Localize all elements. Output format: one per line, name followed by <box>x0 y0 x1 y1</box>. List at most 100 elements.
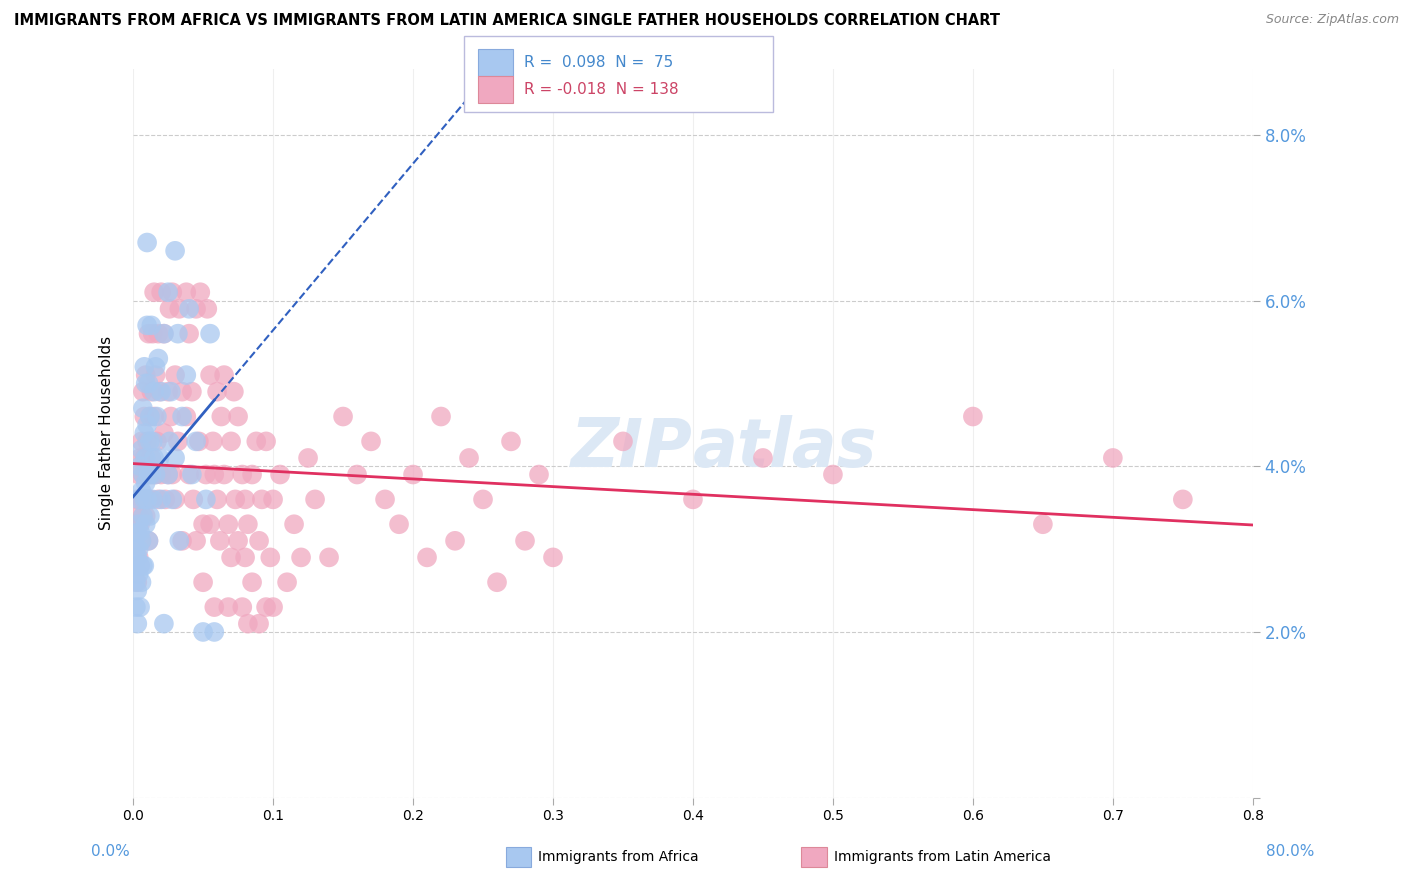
Point <box>127 525 149 540</box>
Point <box>219 434 242 449</box>
Point <box>132 401 155 416</box>
Point <box>139 508 162 523</box>
Point <box>485 575 508 590</box>
Point <box>125 575 148 590</box>
Point <box>143 384 166 399</box>
Point <box>821 467 844 482</box>
Point <box>198 517 221 532</box>
Point <box>231 467 253 482</box>
Point <box>127 575 149 590</box>
Point <box>250 492 273 507</box>
Point <box>134 426 156 441</box>
Point <box>172 409 194 424</box>
Point <box>153 426 176 441</box>
Point <box>125 517 148 532</box>
Point <box>146 434 169 449</box>
Point <box>458 450 481 465</box>
Point <box>231 600 253 615</box>
Point <box>222 384 245 399</box>
Point <box>150 492 173 507</box>
Point <box>184 301 207 316</box>
Point <box>131 575 153 590</box>
Point <box>129 525 152 540</box>
Point <box>191 624 214 639</box>
Point <box>131 533 153 548</box>
Point <box>142 434 165 449</box>
Point <box>240 575 263 590</box>
Point <box>134 409 156 424</box>
Point <box>125 542 148 557</box>
Point <box>153 326 176 341</box>
Point <box>290 550 312 565</box>
Point <box>150 467 173 482</box>
Point <box>131 484 153 499</box>
Point <box>177 301 200 316</box>
Point <box>134 359 156 374</box>
Point <box>153 616 176 631</box>
Point <box>194 467 217 482</box>
Point <box>527 467 550 482</box>
Point <box>138 376 160 391</box>
Point <box>254 434 277 449</box>
Point <box>269 467 291 482</box>
Point <box>157 384 180 399</box>
Point <box>176 368 198 383</box>
Point <box>135 450 157 465</box>
Point <box>131 442 153 457</box>
Point <box>142 467 165 482</box>
Point <box>162 492 184 507</box>
Point <box>128 550 150 565</box>
Point <box>132 508 155 523</box>
Point <box>129 517 152 532</box>
Point <box>132 384 155 399</box>
Point <box>752 450 775 465</box>
Point <box>165 492 187 507</box>
Point <box>198 368 221 383</box>
Point <box>304 492 326 507</box>
Point <box>1171 492 1194 507</box>
Point <box>262 492 284 507</box>
Point <box>1102 450 1125 465</box>
Point <box>138 533 160 548</box>
Point <box>388 517 411 532</box>
Point <box>172 533 194 548</box>
Point <box>245 434 267 449</box>
Point <box>157 467 180 482</box>
Point <box>143 285 166 300</box>
Point <box>141 384 163 399</box>
Point <box>318 550 340 565</box>
Point <box>276 575 298 590</box>
Point <box>165 368 187 383</box>
Point <box>127 583 149 598</box>
Point <box>125 600 148 615</box>
Point <box>202 467 225 482</box>
Point <box>254 600 277 615</box>
Point <box>131 434 153 449</box>
Point <box>169 533 191 548</box>
Point <box>165 244 187 258</box>
Point <box>132 508 155 523</box>
Point <box>191 517 214 532</box>
Point <box>191 575 214 590</box>
Point <box>224 492 246 507</box>
Point <box>226 533 249 548</box>
Point <box>169 301 191 316</box>
Point <box>259 550 281 565</box>
Point <box>132 467 155 482</box>
Text: R =  0.098  N =  75: R = 0.098 N = 75 <box>524 55 673 70</box>
Point <box>148 326 170 341</box>
Point <box>194 492 217 507</box>
Point <box>181 492 204 507</box>
Point <box>145 368 167 383</box>
Point <box>136 235 159 250</box>
Point <box>202 624 225 639</box>
Point <box>198 326 221 341</box>
Point <box>202 600 225 615</box>
Point <box>128 508 150 523</box>
Point <box>142 326 165 341</box>
Point <box>141 318 163 333</box>
Point <box>129 459 152 474</box>
Point <box>360 434 382 449</box>
Point <box>127 492 149 507</box>
Point <box>187 434 209 449</box>
